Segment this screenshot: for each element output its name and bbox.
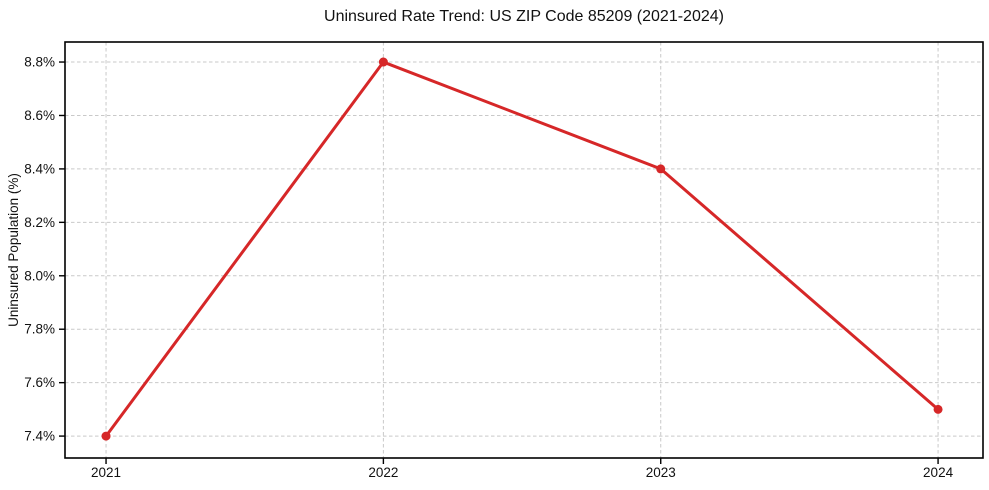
data-point-2023 [656, 164, 666, 174]
trend-line [104, 60, 940, 438]
plot-border [64, 41, 984, 459]
x-tick-label: 2022 [368, 465, 398, 480]
x-tick-label: 2023 [646, 465, 676, 480]
y-axis-label: Uninsured Population (%) [6, 173, 21, 327]
y-tick-label: 8.6% [24, 108, 55, 123]
series-layer [101, 57, 943, 441]
y-tick-label: 7.8% [24, 322, 55, 337]
y-tick-label: 8.0% [24, 268, 55, 283]
chart-title: Uninsured Rate Trend: US ZIP Code 85209 … [324, 8, 724, 25]
y-tick-label: 7.6% [24, 375, 55, 390]
axes-layer: 7.4% 7.6% 7.8% 8.0% 8.2% 8.4% 8.6% 8.8% 2021 2022… [24, 41, 984, 480]
y-tick-label: 8.4% [24, 161, 55, 176]
x-tick-label: 2021 [91, 465, 121, 480]
x-tick-label: 2024 [923, 465, 954, 480]
y-tick-label: 8.2% [24, 215, 55, 230]
data-point-2024 [933, 404, 943, 414]
data-point-2022 [378, 57, 388, 67]
y-tick-label: 7.4% [24, 429, 55, 444]
grid-layer [65, 42, 983, 458]
y-tick-label: 8.8% [24, 55, 55, 70]
data-point-2021 [101, 431, 111, 441]
